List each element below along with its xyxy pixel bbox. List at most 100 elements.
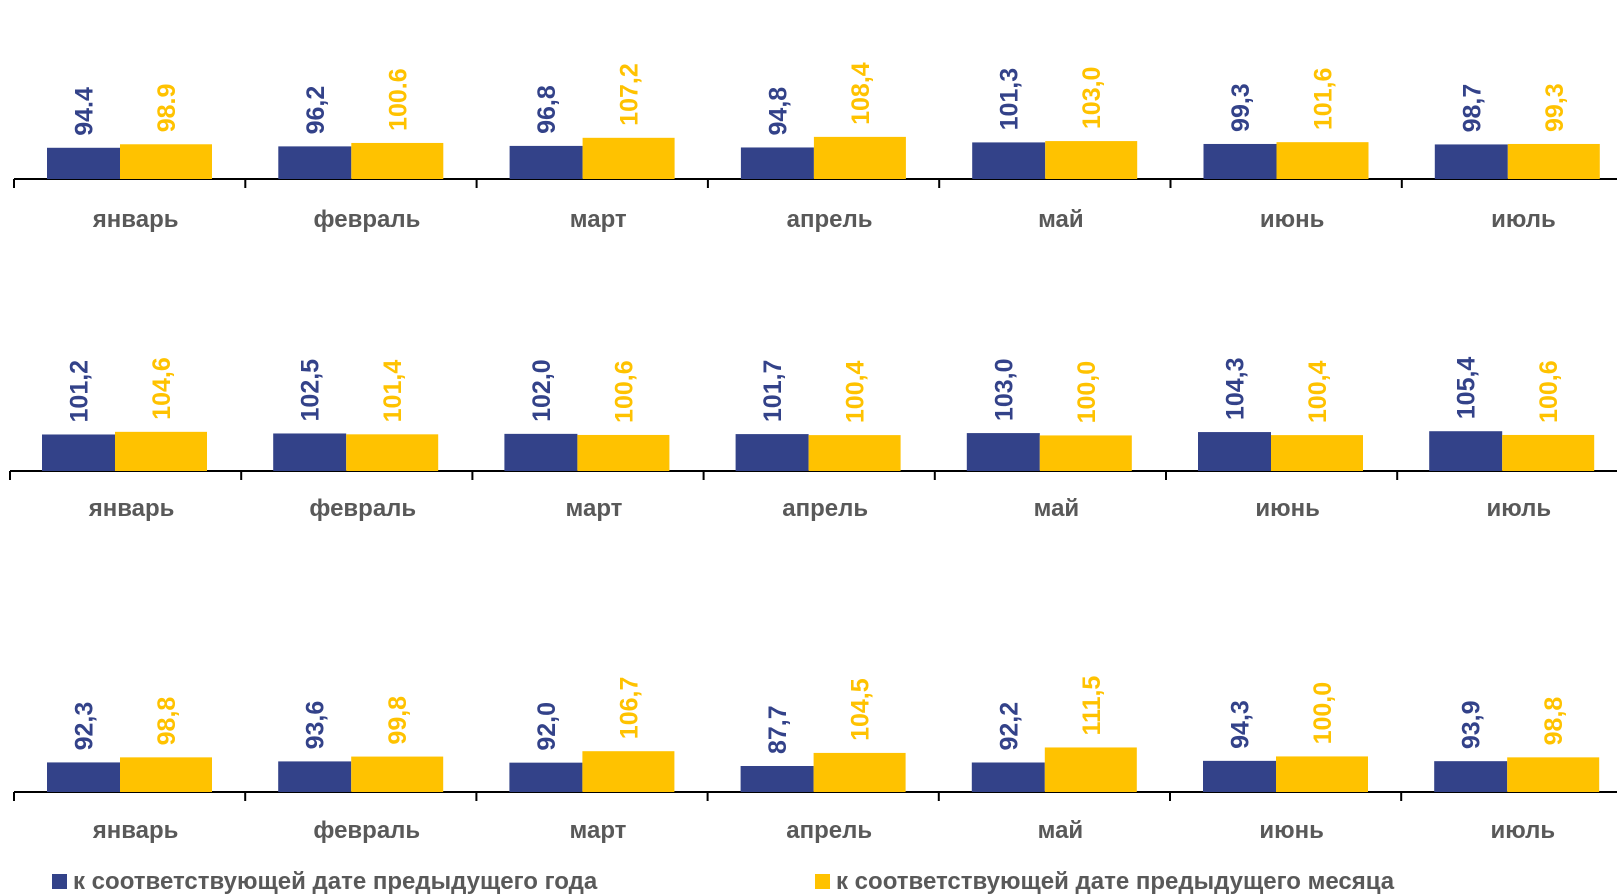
bar-prev-year bbox=[1203, 143, 1277, 179]
bar-prev-year bbox=[278, 761, 352, 792]
value-label-prev-month: 106,7 bbox=[615, 677, 643, 740]
category-label: февраль bbox=[314, 206, 421, 233]
bar-prev-year bbox=[971, 762, 1045, 792]
bar-prev-month bbox=[1276, 142, 1369, 179]
legend-swatch-prev-month bbox=[815, 874, 830, 889]
value-label-prev-year: 104,3 bbox=[1222, 358, 1250, 421]
value-label-prev-month: 107,2 bbox=[616, 63, 644, 126]
bar-prev-year bbox=[42, 434, 115, 471]
value-label-prev-month: 99,8 bbox=[384, 696, 412, 745]
legend-label-prev-month: к соответствующей дате предыдущего месяц… bbox=[836, 867, 1395, 895]
bar-prev-year bbox=[1203, 760, 1276, 792]
bar-prev-month bbox=[1507, 757, 1600, 792]
bar-prev-year bbox=[47, 147, 120, 179]
bar-prev-month bbox=[1039, 435, 1132, 471]
category-label: июль bbox=[1490, 817, 1555, 844]
bar-prev-month bbox=[582, 751, 675, 792]
category-label: июль bbox=[1486, 495, 1551, 522]
bar-prev-year bbox=[278, 146, 352, 179]
bar-prev-year bbox=[740, 147, 814, 179]
bar-prev-month bbox=[1507, 143, 1600, 179]
value-label-prev-year: 102,0 bbox=[528, 359, 556, 422]
bar-prev-year bbox=[509, 145, 583, 179]
value-label-prev-month: 100,4 bbox=[1304, 360, 1332, 423]
category-label: март bbox=[570, 206, 627, 233]
bar-prev-year bbox=[740, 766, 814, 792]
value-label-prev-year: 105,4 bbox=[1453, 357, 1481, 420]
value-label-prev-month: 101,6 bbox=[1310, 68, 1338, 131]
value-label-prev-year: 103,0 bbox=[990, 359, 1018, 422]
value-label-prev-year: 94,3 bbox=[1227, 700, 1255, 749]
category-label: май bbox=[1038, 817, 1084, 844]
category-label: февраль bbox=[309, 495, 416, 522]
value-label-prev-month: 100,6 bbox=[1535, 360, 1563, 423]
bar-prev-month bbox=[120, 757, 212, 792]
bar-prev-month bbox=[351, 142, 444, 179]
bar-prev-year bbox=[1429, 431, 1503, 471]
value-label-prev-month: 100.6 bbox=[384, 68, 412, 131]
bar-prev-month bbox=[1276, 756, 1368, 792]
bar-prev-month bbox=[1502, 434, 1595, 471]
category-label: январь bbox=[88, 495, 175, 522]
value-label-prev-month: 104,5 bbox=[847, 678, 875, 741]
category-label: июнь bbox=[1259, 817, 1324, 844]
bar-prev-month bbox=[813, 136, 906, 179]
legend-item-prev-year: к соответствующей дате предыдущего года bbox=[52, 868, 597, 895]
value-label-prev-year: 102,5 bbox=[297, 359, 325, 422]
category-label: май bbox=[1034, 495, 1080, 522]
bar-prev-year bbox=[504, 433, 578, 471]
bar-prev-month bbox=[1045, 141, 1138, 179]
category-label: апрель bbox=[782, 495, 868, 522]
bar-prev-year bbox=[509, 762, 583, 792]
value-label-prev-month: 111,5 bbox=[1078, 676, 1106, 736]
value-label-prev-month: 100,6 bbox=[610, 360, 638, 423]
legend-item-prev-month: к соответствующей дате предыдущего месяц… bbox=[815, 868, 1394, 895]
value-label-prev-year: 101,2 bbox=[66, 360, 94, 423]
legend-label-prev-year: к соответствующей дате предыдущего года bbox=[73, 867, 598, 895]
value-label-prev-month: 100,0 bbox=[1073, 361, 1101, 424]
bar-prev-year bbox=[1434, 761, 1508, 792]
value-label-prev-year: 96,2 bbox=[302, 86, 330, 135]
bar-prev-month bbox=[582, 137, 675, 179]
value-label-prev-year: 92,2 bbox=[995, 702, 1023, 751]
bar-prev-year bbox=[273, 433, 347, 471]
value-label-prev-month: 103,0 bbox=[1078, 67, 1106, 130]
value-label-prev-year: 98,7 bbox=[1458, 84, 1486, 133]
value-label-prev-year: 94,8 bbox=[764, 87, 792, 136]
bar-prev-year bbox=[1198, 432, 1271, 471]
category-label: июнь bbox=[1255, 495, 1320, 522]
value-label-prev-year: 93,6 bbox=[302, 701, 330, 750]
value-label-prev-year: 94.4 bbox=[71, 87, 99, 136]
chart-panel-2: 101,2 104,6 январь 102,5 101,4 февраль 102,0 10… bbox=[9, 357, 1617, 522]
value-label-prev-year: 101,3 bbox=[996, 68, 1024, 131]
bar-prev-month bbox=[813, 752, 906, 792]
category-label: апрель bbox=[787, 206, 873, 233]
value-label-prev-month: 99,3 bbox=[1541, 83, 1569, 132]
value-label-prev-year: 96,8 bbox=[533, 85, 561, 134]
bar-prev-month bbox=[115, 431, 207, 471]
value-label-prev-year: 87,7 bbox=[764, 705, 792, 754]
value-label-prev-month: 98.9 bbox=[153, 84, 181, 133]
value-label-prev-year: 99,3 bbox=[1227, 83, 1255, 132]
chart-panel-1: 94.4 98.9 январь 96,2 100.6 февраль 96,8 107,2 м… bbox=[13, 62, 1617, 233]
bar-prev-month bbox=[1044, 747, 1137, 792]
value-label-prev-year: 101,7 bbox=[759, 360, 787, 423]
value-label-prev-year: 93,9 bbox=[1458, 701, 1486, 750]
value-label-prev-month: 100,0 bbox=[1309, 682, 1337, 745]
bar-prev-month bbox=[346, 434, 439, 471]
value-label-prev-month: 98,8 bbox=[1540, 697, 1568, 746]
bar-prev-month bbox=[120, 144, 212, 179]
category-label: май bbox=[1038, 206, 1084, 233]
value-label-prev-month: 104,6 bbox=[148, 357, 176, 420]
category-label: июнь bbox=[1260, 206, 1325, 233]
bar-prev-year bbox=[972, 142, 1046, 179]
chart-panel-3: 92,3 98,8 январь 93,6 99,8 февраль 92,0 106,7 ма… bbox=[13, 676, 1617, 844]
value-label-prev-month: 98,8 bbox=[153, 697, 181, 746]
bar-prev-month bbox=[1271, 435, 1363, 471]
value-label-prev-month: 100,4 bbox=[842, 360, 870, 423]
category-label: январь bbox=[92, 817, 179, 844]
legend-swatch-prev-year bbox=[52, 874, 67, 889]
bar-prev-year bbox=[735, 434, 809, 471]
value-label-prev-month: 108,4 bbox=[847, 62, 875, 125]
